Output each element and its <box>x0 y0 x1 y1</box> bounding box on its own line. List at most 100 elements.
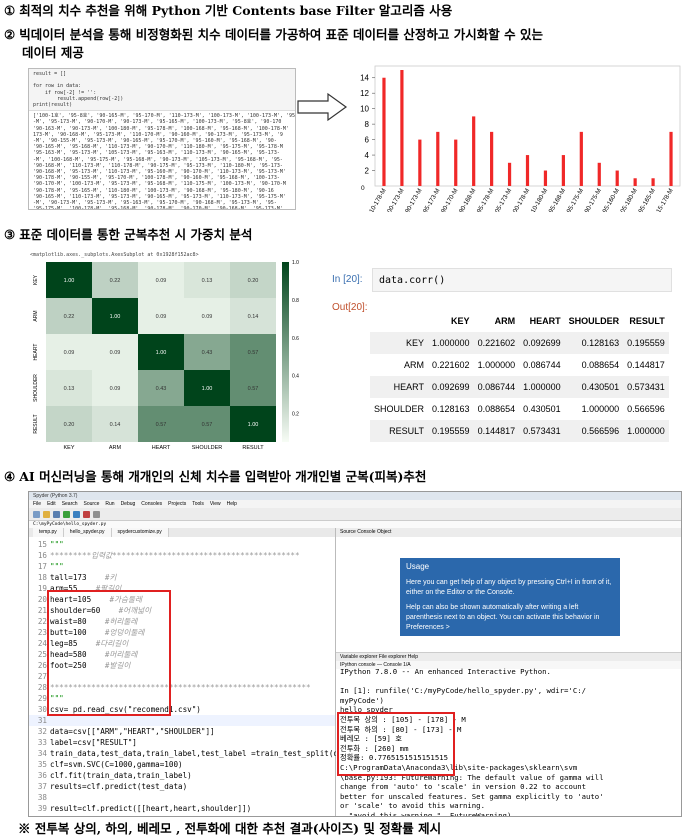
y-tick-label: 14 <box>360 74 369 83</box>
run-icon[interactable] <box>63 510 70 518</box>
menu-item[interactable]: Run <box>105 501 115 507</box>
input-values-highlight <box>47 590 171 716</box>
code-editor[interactable]: temp.py hello_spyder.py spydercustomize.py… <box>29 528 352 816</box>
editor-tab[interactable]: temp.py <box>33 528 64 537</box>
heatmap-row-label: RESULT <box>33 414 39 433</box>
console-line: hello spyder <box>340 705 393 715</box>
bar <box>454 139 458 186</box>
new-file-icon[interactable] <box>33 510 40 518</box>
heatmap-value: 1.00 <box>156 350 167 356</box>
x-tick-label: 90-170-M <box>440 188 460 213</box>
table-cell: 0.092699 <box>523 338 561 348</box>
code-comment: #가슴둘레 <box>91 595 142 604</box>
code-text: *********입력값****************************… <box>50 551 300 560</box>
spyder-ide-window: Spyder (Python 3.7) File Edit Search Source… <box>28 491 682 817</box>
table-cell: 1.000000 <box>432 338 470 348</box>
code-line: 39 result=clf.predict([[heart,heart,shoul… <box>29 803 335 814</box>
heatmap-cell <box>184 406 230 442</box>
corner-cell <box>370 310 428 332</box>
console-line: 정확률: 0.7765151515151515 <box>340 753 449 763</box>
save-icon[interactable] <box>53 510 60 518</box>
table-cell: 0.566596 <box>581 426 620 436</box>
table-cell: 0.573431 <box>627 382 665 392</box>
size-frequency-bar-chart: 2468101214110-178-M100-173-M90-173-M95-1… <box>360 65 681 213</box>
code-text: waist=80 <box>50 617 87 626</box>
column-header: SHOULDER <box>568 316 620 326</box>
x-tick-label: 90-173-M <box>404 188 424 213</box>
colorbar-tick-label: 0.4 <box>292 374 299 380</box>
code-line: 34 train_data,test_data,train_label,test_… <box>29 748 352 759</box>
code-line: 20 heart=105 #가슴둘레 <box>29 594 335 605</box>
heatmap-value: 0.57 <box>248 386 259 392</box>
code-text: """ <box>50 540 64 549</box>
heatmap-col-label: HEART <box>152 445 171 450</box>
code-line: result = [] <box>33 71 67 77</box>
editor-tab[interactable]: hello_spyder.py <box>63 528 112 537</box>
code-line: 18 tall=173 #키 <box>29 572 335 583</box>
code-line: 24 leg=85 #다리길이 <box>29 638 335 649</box>
table-cell: 1.000000 <box>523 382 561 392</box>
table-row: HEART 0.092699 0.086744 1.000000 0.430501 0.5… <box>370 376 669 398</box>
line-number: 25 <box>37 650 47 659</box>
line-number: 22 <box>37 617 47 626</box>
heatmap-value: 0.09 <box>156 314 167 320</box>
open-folder-icon[interactable] <box>43 510 50 518</box>
stop-icon[interactable] <box>83 510 90 518</box>
heatmap-cell <box>46 406 92 442</box>
row-header: HEART <box>393 382 425 392</box>
pane-tab[interactable]: Object <box>376 529 392 535</box>
menu-item[interactable]: Help <box>226 501 237 507</box>
menu-item[interactable]: Source <box>83 501 100 507</box>
heatmap-value: 0.14 <box>248 314 259 320</box>
pane-tab[interactable]: Console <box>357 529 377 535</box>
console-pane-tabs[interactable]: Variable explorer File explorer Help <box>336 653 681 661</box>
help-pane-tabs: Source Console Object <box>336 528 681 537</box>
heatmap-cell <box>138 370 184 406</box>
heatmap-row-label: SHOULDER <box>33 374 39 402</box>
menu-item[interactable]: Tools <box>192 501 204 507</box>
menu-item[interactable]: View <box>209 501 221 507</box>
y-tick-label: 2 <box>365 167 370 176</box>
x-tick-label: 95-160-M <box>601 188 621 213</box>
output-line: ['100-1호', '95-8호', '90-165-M', '95-170-… <box>33 113 296 120</box>
row-header: KEY <box>406 338 425 348</box>
table-row: ARM 0.221602 1.000000 0.086744 0.088654 0.144… <box>370 354 669 376</box>
editor-tab[interactable]: spydercustomize.py <box>111 528 169 537</box>
menu-item[interactable]: Edit <box>47 501 56 507</box>
bar <box>490 131 494 186</box>
line-number: 36 <box>37 771 47 780</box>
code-text: head=580 <box>50 650 87 659</box>
pane-tab[interactable]: Source <box>340 529 358 535</box>
line-number: 19 <box>37 584 47 593</box>
column-header: HEART <box>529 316 561 326</box>
menu-item[interactable]: File <box>33 501 42 507</box>
menu-item[interactable]: Search <box>61 501 78 507</box>
heatmap-cell <box>230 370 276 406</box>
colorbar-tick-label: 0.8 <box>292 298 299 304</box>
debug-icon[interactable] <box>73 510 80 518</box>
x-tick-label: 90-168-M <box>458 188 478 213</box>
line-number: 24 <box>37 639 47 648</box>
heatmap-header: <matplotlib.axes._subplots.AxesSubplot a… <box>30 252 199 258</box>
editor-lines[interactable]: 15 """ 16 *********입력값*********************… <box>29 539 352 816</box>
code-output: ['100-1호', '95-8호', '90-165-M', '95-170-… <box>29 111 296 209</box>
section-2-heading-cont: 데이터 제공 <box>22 45 84 60</box>
column-header: KEY <box>451 316 470 326</box>
output-line: '90-163-M', '90-173-M', '100-180-M', '95… <box>33 125 289 132</box>
code-line: for row in data: <box>33 83 82 90</box>
output-line: -M', '90-173-M', '95-173-M', '95-163-M',… <box>33 200 277 207</box>
ipython-console[interactable]: Variable explorer File explorer Help IPy… <box>336 652 681 816</box>
heatmap-row-label: HEART <box>33 344 39 361</box>
code-output-panel: result = [] for row in data: if row[-2] … <box>28 68 296 210</box>
menu-item[interactable]: Consoles <box>141 501 163 507</box>
column-header: RESULT <box>629 316 665 326</box>
code-cell-input[interactable]: data.corr() <box>372 268 672 292</box>
help-text-1: Here you can get help of any object by p… <box>406 579 612 596</box>
code-line: 37 results=clf.predict(test_data) <box>29 781 335 792</box>
menu-item[interactable]: Debug <box>120 501 136 507</box>
table-cell: 0.573431 <box>523 426 561 436</box>
code-line: 19 arm=55 #팔길이 <box>29 583 335 594</box>
menu-item[interactable]: Projects <box>168 501 187 507</box>
settings-icon[interactable] <box>93 510 100 518</box>
heatmap-cell <box>184 298 230 334</box>
